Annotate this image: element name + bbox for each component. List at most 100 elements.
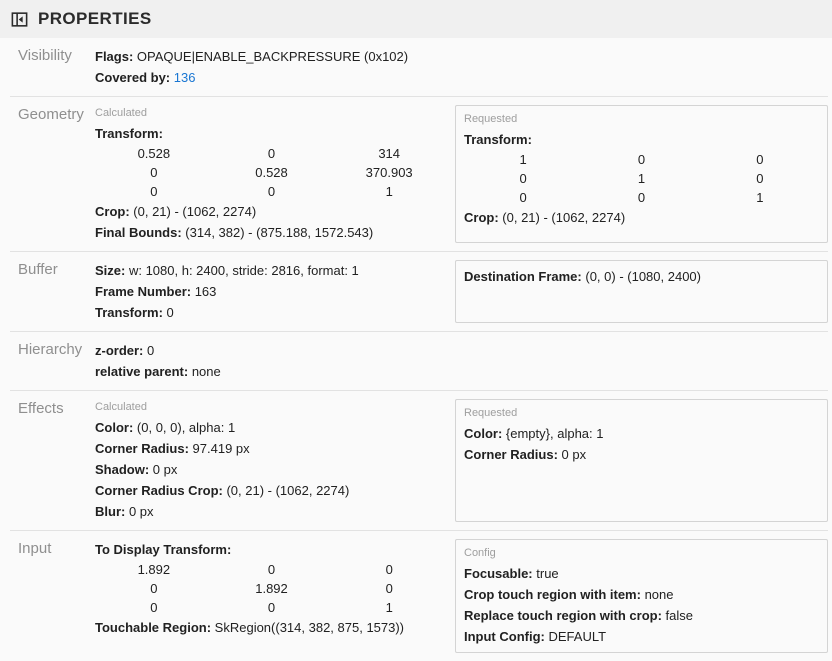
- matrix-cell: 0: [637, 152, 646, 167]
- section-label-visibility: Visibility: [18, 47, 72, 64]
- buffer-transform-property: Transform: 0: [95, 302, 448, 323]
- config-box: Config Focusable: true Crop touch region…: [455, 539, 828, 653]
- blur-property: Blur: 0 px: [95, 501, 448, 522]
- corner-radius-crop-value: (0, 21) - (1062, 2274): [226, 483, 350, 498]
- matrix-cell: 0: [267, 562, 276, 577]
- crop-touch-region-property: Crop touch region with item: none: [464, 584, 819, 605]
- crop-property: Crop: (0, 21) - (1062, 2274): [464, 207, 819, 228]
- matrix-cell: 0: [150, 600, 158, 615]
- matrix-cell: 0: [150, 581, 158, 596]
- input-config-panel: Config Focusable: true Crop touch region…: [455, 539, 828, 653]
- config-group-label: Config: [464, 547, 496, 559]
- requested-box: Requested Transform: 1 0 0 0 1 0: [455, 105, 828, 243]
- matrix-row: 0 0.528 370.903: [95, 163, 448, 182]
- matrix-cell: 1.892: [137, 562, 171, 577]
- blur-value: 0 px: [128, 504, 154, 519]
- shadow-label: Shadow:: [95, 462, 150, 477]
- color-value: (0, 0, 0), alpha: 1: [136, 420, 236, 435]
- covered-by-property: Covered by: 136: [95, 67, 828, 88]
- z-order-value: 0: [147, 343, 155, 358]
- relative-parent-property: relative parent: none: [95, 361, 828, 382]
- buffer-requested-panel: Destination Frame: (0, 0) - (1080, 2400): [455, 260, 828, 323]
- section-label-geometry: Geometry: [18, 106, 84, 123]
- corner-radius-value: 97.419 px: [192, 441, 250, 456]
- matrix-row: 0.528 0 314: [95, 144, 448, 163]
- matrix-row: 1.892 0 0: [95, 560, 448, 579]
- relative-parent-label: relative parent:: [95, 364, 189, 379]
- final-bounds-property: Final Bounds: (314, 382) - (875.188, 157…: [95, 222, 448, 243]
- matrix-cell: 1: [385, 184, 393, 199]
- crop-label: Crop:: [95, 204, 130, 219]
- size-value: w: 1080, h: 2400, stride: 2816, format: …: [128, 263, 359, 278]
- matrix-cell: 0.528: [137, 146, 171, 161]
- touchable-region-property: Touchable Region: SkRegion((314, 382, 87…: [95, 617, 448, 638]
- section-label-hierarchy: Hierarchy: [18, 341, 83, 358]
- relative-parent-value: none: [191, 364, 221, 379]
- matrix-row: 0 1.892 0: [95, 579, 448, 598]
- matrix-cell: 0: [637, 190, 646, 205]
- section-visibility: Visibility Flags: OPAQUE|ENABLE_BACKPRES…: [10, 38, 828, 97]
- dock-left-icon: [10, 10, 29, 29]
- section-effects: Effects Calculated Color: (0, 0, 0), alp…: [10, 391, 828, 531]
- shadow-value: 0 px: [152, 462, 178, 477]
- touchable-region-label: Touchable Region:: [95, 620, 212, 635]
- color-label: Color:: [95, 420, 134, 435]
- section-geometry: Geometry Calculated Transform: 0.528 0 3…: [10, 97, 828, 252]
- covered-by-link[interactable]: 136: [173, 70, 196, 85]
- section-buffer: Buffer Size: w: 1080, h: 2400, stride: 2…: [10, 252, 828, 332]
- transform-property: Transform:: [95, 123, 448, 144]
- crop-value: (0, 21) - (1062, 2274): [502, 210, 626, 225]
- transform-matrix: 1 0 0 0 1 0 0 0 1: [464, 150, 819, 207]
- requested-group-label: Requested: [464, 407, 518, 419]
- destination-frame-label: Destination Frame:: [464, 269, 582, 284]
- crop-label: Crop:: [464, 210, 499, 225]
- matrix-cell: 1: [756, 190, 764, 205]
- buffer-properties: Size: w: 1080, h: 2400, stride: 2816, fo…: [95, 260, 448, 323]
- transform-label: Transform:: [464, 132, 532, 147]
- matrix-cell: 0: [267, 146, 276, 161]
- corner-radius-crop-label: Corner Radius Crop:: [95, 483, 223, 498]
- geometry-calculated: Calculated Transform: 0.528 0 314 0 0.52…: [95, 105, 448, 243]
- matrix-cell: 0: [150, 165, 158, 180]
- matrix-cell: 0: [267, 184, 276, 199]
- focusable-property: Focusable: true: [464, 563, 819, 584]
- corner-radius-crop-property: Corner Radius Crop: (0, 21) - (1062, 227…: [95, 480, 448, 501]
- to-display-transform-property: To Display Transform:: [95, 539, 448, 560]
- section-label-buffer: Buffer: [18, 261, 58, 278]
- requested-box: Destination Frame: (0, 0) - (1080, 2400): [455, 260, 828, 323]
- matrix-row: 0 0 1: [464, 188, 819, 207]
- corner-radius-label: Corner Radius:: [464, 447, 558, 462]
- matrix-cell: 314: [378, 146, 401, 161]
- frame-number-property: Frame Number: 163: [95, 281, 448, 302]
- matrix-cell: 0.528: [255, 165, 288, 180]
- transform-label: Transform:: [95, 126, 163, 141]
- covered-by-label: Covered by:: [95, 70, 171, 85]
- matrix-cell: 0: [267, 600, 276, 615]
- matrix-cell: 0: [519, 171, 527, 186]
- section-hierarchy: Hierarchy z-order: 0 relative parent: no…: [10, 332, 828, 391]
- page-title: PROPERTIES: [38, 9, 152, 28]
- matrix-cell: 0: [756, 152, 764, 167]
- color-property: Color: {empty}, alpha: 1: [464, 423, 819, 444]
- effects-calculated: Calculated Color: (0, 0, 0), alpha: 1 Co…: [95, 399, 448, 522]
- crop-value: (0, 21) - (1062, 2274): [133, 204, 257, 219]
- final-bounds-label: Final Bounds:: [95, 225, 182, 240]
- geometry-requested-panel: Requested Transform: 1 0 0 0 1 0: [455, 105, 828, 243]
- destination-frame-value: (0, 0) - (1080, 2400): [585, 269, 701, 284]
- matrix-cell: 370.903: [365, 165, 413, 180]
- focusable-value: true: [536, 566, 559, 581]
- corner-radius-label: Corner Radius:: [95, 441, 189, 456]
- shadow-property: Shadow: 0 px: [95, 459, 448, 480]
- frame-number-label: Frame Number:: [95, 284, 192, 299]
- buffer-transform-value: 0: [166, 305, 174, 320]
- corner-radius-property: Corner Radius: 97.419 px: [95, 438, 448, 459]
- requested-box: Requested Color: {empty}, alpha: 1 Corne…: [455, 399, 828, 522]
- flags-label: Flags:: [95, 49, 134, 64]
- hierarchy-properties: z-order: 0 relative parent: none: [95, 340, 828, 382]
- z-order-label: z-order:: [95, 343, 144, 358]
- matrix-cell: 0: [385, 562, 393, 577]
- section-label-input: Input: [18, 540, 52, 557]
- blur-label: Blur:: [95, 504, 126, 519]
- requested-group-label: Requested: [464, 113, 518, 125]
- input-config-value: DEFAULT: [548, 629, 607, 644]
